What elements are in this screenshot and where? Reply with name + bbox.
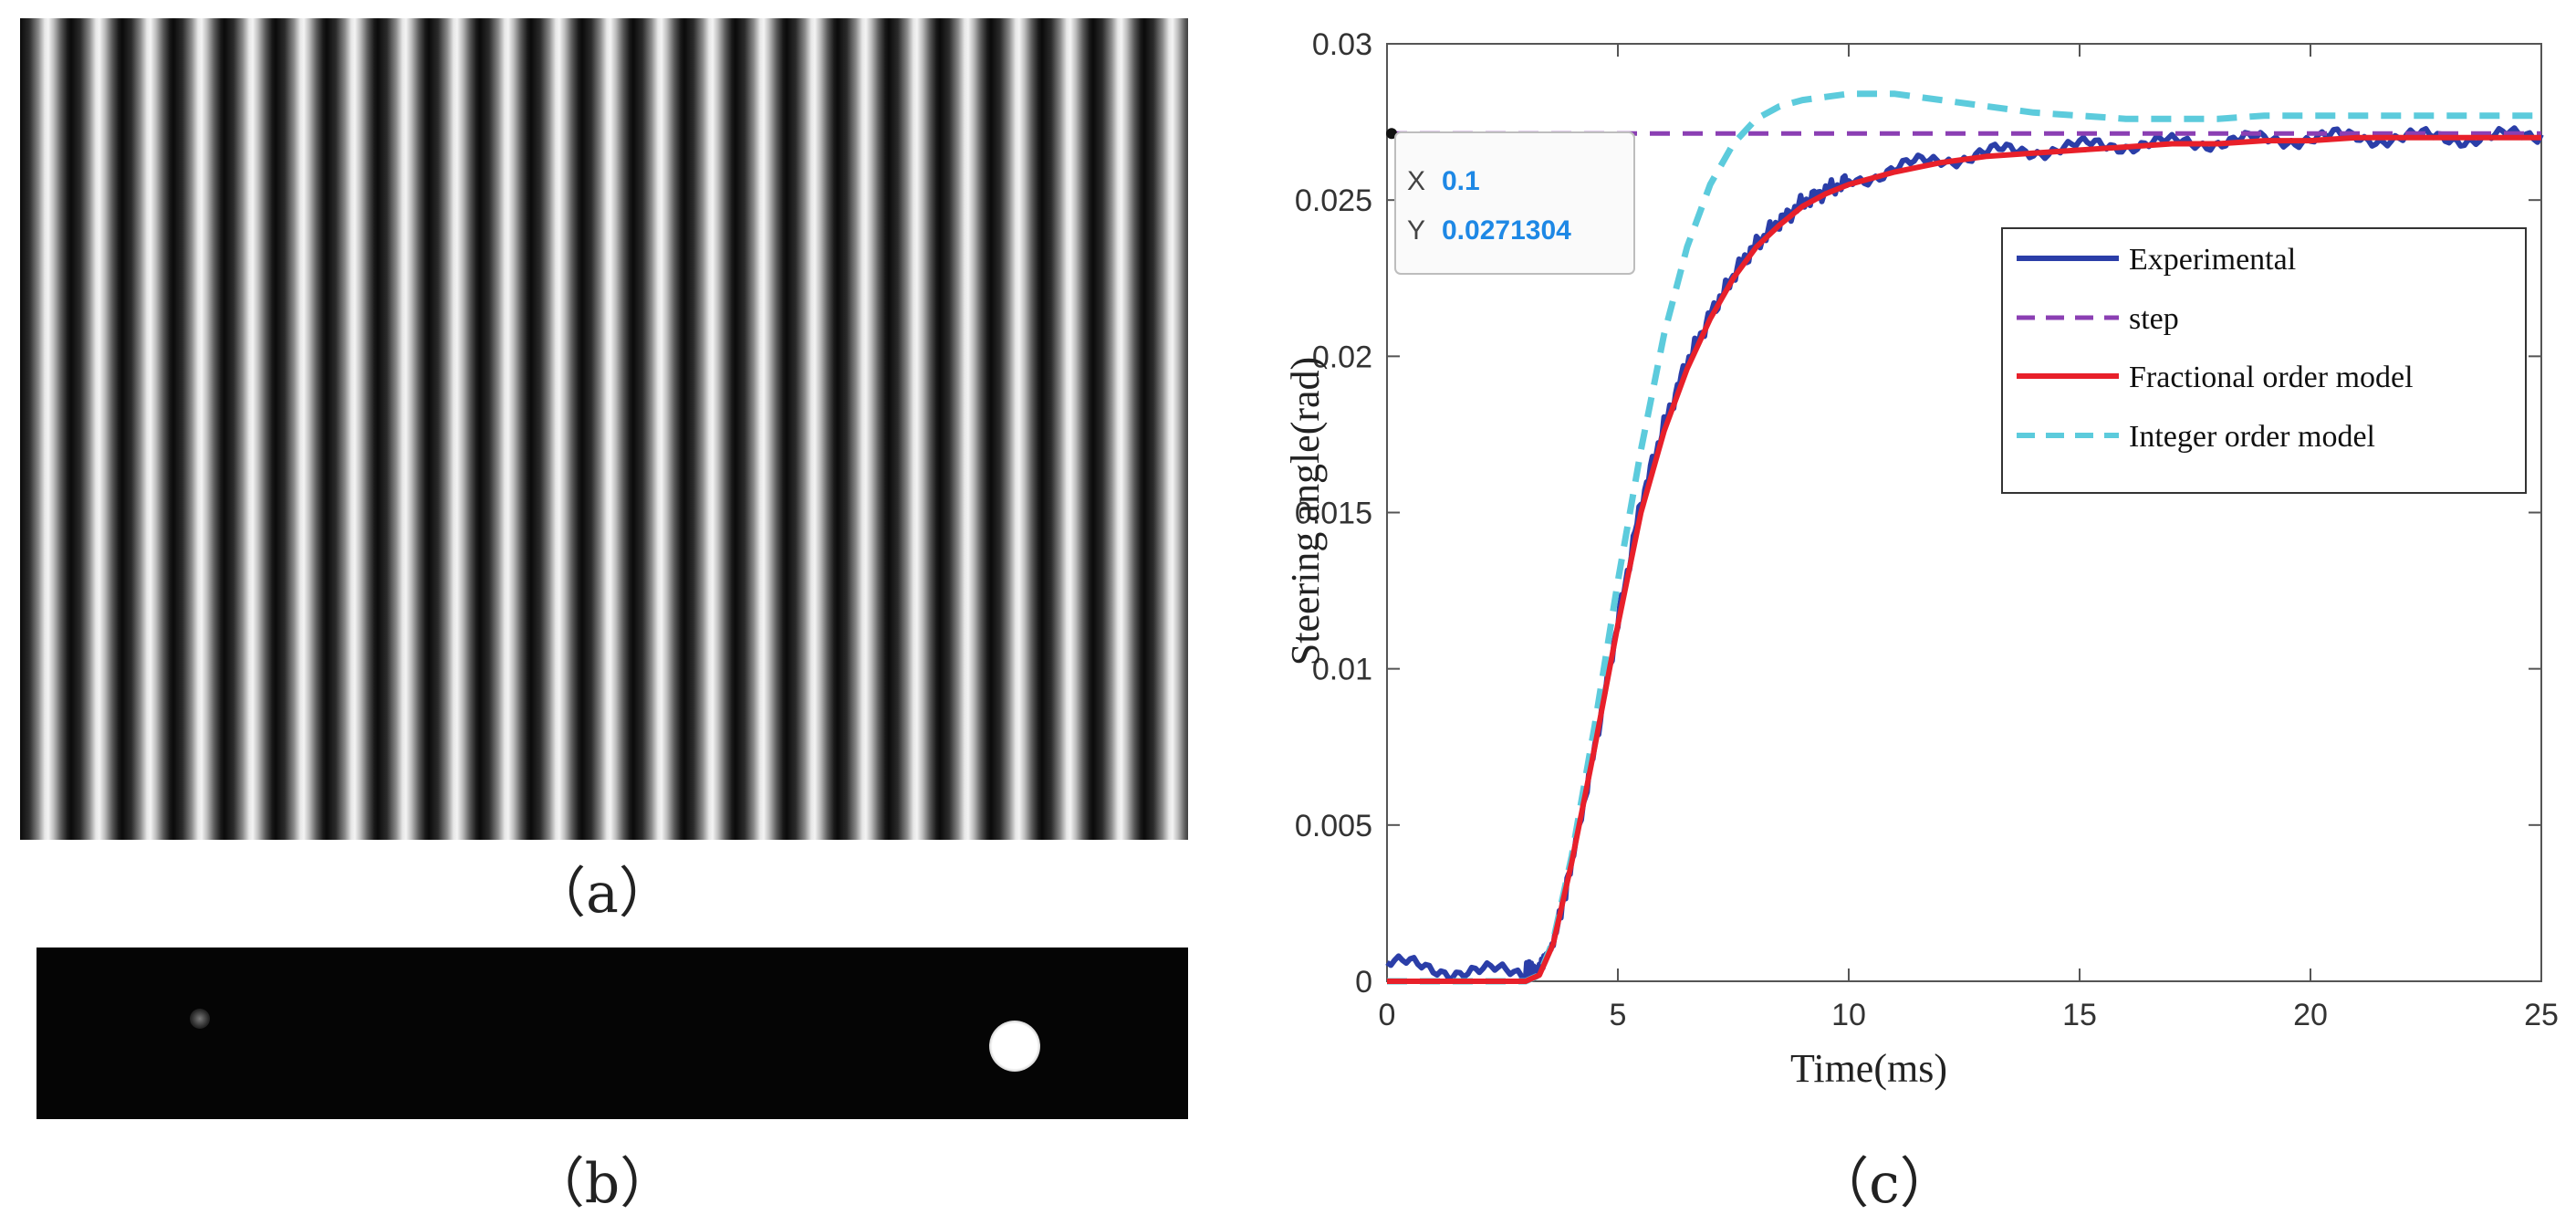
- series-lines: [1385, 90, 2544, 985]
- legend-label-step: step: [2129, 302, 2179, 336]
- series-fractional: [1387, 134, 2541, 984]
- datatip-x-value: 0.1: [1442, 166, 1480, 196]
- x-tick-label: 0: [1379, 998, 1396, 1032]
- datatip[interactable]: X 0.1 Y 0.0271304: [1394, 131, 1635, 275]
- fringe-pattern-image: [20, 18, 1188, 840]
- y-tick-label: 0.02: [1312, 340, 1372, 374]
- legend-label-integer: Integer order model: [2129, 420, 2375, 454]
- y-tick-label: 0.005: [1295, 809, 1372, 843]
- datatip-x-label: X: [1407, 166, 1425, 196]
- caption-c: （c）: [1814, 1152, 1955, 1216]
- caption-b: （b）: [529, 1152, 675, 1216]
- y-tick-label: 0.03: [1312, 27, 1372, 62]
- x-tick-label: 20: [2293, 998, 2328, 1032]
- datatip-y-value: 0.0271304: [1442, 215, 1571, 246]
- y-axis-label: Steering angle(rad): [1283, 357, 1328, 665]
- x-tick-label: 25: [2524, 998, 2559, 1032]
- legend: Experimental step Fractional order model…: [2001, 227, 2527, 494]
- bright-spot: [989, 1021, 1040, 1072]
- legend-label-fractional: Fractional order model: [2129, 361, 2414, 394]
- legend-label-experimental: Experimental: [2129, 243, 2296, 277]
- axis-ticks: 0 5 10 15 20 25 0 0.005 0.01 0.015 0.02 0.025 0.03: [1295, 27, 2559, 1032]
- faint-spot: [190, 1009, 210, 1029]
- y-tick-label: 0.015: [1295, 497, 1372, 531]
- datatip-y-label: Y: [1407, 215, 1425, 246]
- y-tick-label: 0.025: [1295, 183, 1372, 218]
- x-tick-label: 15: [2062, 998, 2097, 1032]
- x-tick-label: 10: [1831, 998, 1866, 1032]
- y-tick-label: 0.01: [1312, 653, 1372, 687]
- y-tick-label: 0: [1355, 965, 1372, 1000]
- caption-a: （a）: [531, 862, 673, 926]
- x-tick-label: 5: [1610, 998, 1627, 1032]
- datatip-marker: [1386, 128, 1398, 140]
- x-axis-label: Time(ms): [1790, 1046, 1947, 1091]
- laser-spot-image: [37, 948, 1188, 1119]
- step-response-chart: 0 5 10 15 20 25 0 0.005 0.01 0.015 0.02 0.025 0.03 X…: [1283, 27, 2559, 1091]
